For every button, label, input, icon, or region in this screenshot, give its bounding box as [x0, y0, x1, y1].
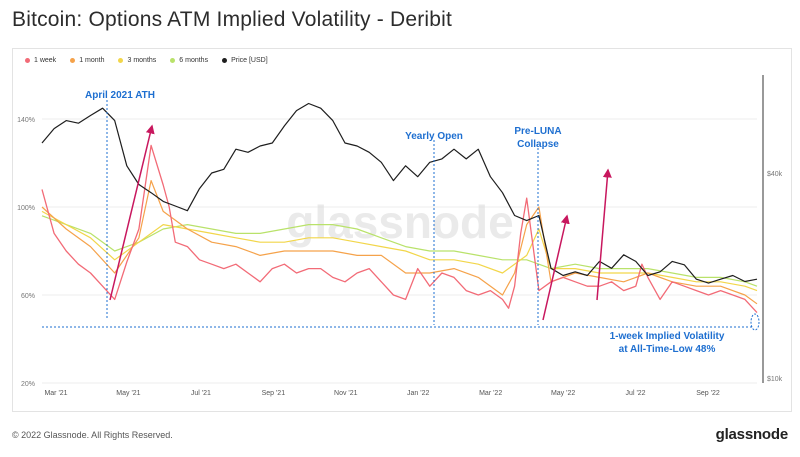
legend-dot-3-months: [118, 58, 124, 63]
volatility-spike-arrow-0: [109, 124, 155, 301]
atl-circle-marker: [750, 313, 760, 331]
y-tick-label-140: 140%: [17, 117, 35, 124]
legend-label-1-week: 1 week: [34, 57, 57, 64]
y-tick-label-60: 60%: [21, 293, 35, 300]
annotation-yo: Yearly Open: [405, 131, 463, 142]
x-tick-label-7: May '22: [551, 390, 575, 397]
y-tick-label-20: 20%: [21, 381, 35, 388]
annotation-ath: April 2021 ATH: [85, 90, 155, 101]
x-tick-label-2: Jul '21: [191, 390, 211, 397]
x-tick-label-6: Mar '22: [479, 390, 502, 397]
series-line-3-months: [41, 210, 758, 292]
legend-label-6-months: 6 months: [179, 57, 209, 64]
legend-item-1-month[interactable]: 1 month: [70, 57, 104, 64]
y-tick-label-100: 100%: [17, 205, 35, 212]
series-layer: [41, 102, 758, 314]
legend-dot-price: [222, 58, 228, 63]
volatility-spike-arrow-2: [596, 168, 612, 301]
x-tick-label-4: Nov '21: [334, 390, 358, 397]
footer-logo: glassnode: [715, 426, 789, 443]
legend-item-6-months[interactable]: 6 months: [170, 57, 208, 64]
legend-item-3-months[interactable]: 3 months: [118, 57, 156, 64]
annotation-atl1: 1-week Implied Volatility: [610, 331, 725, 342]
series-line-1-week: [41, 144, 758, 314]
series-line-6-months: [41, 215, 758, 287]
x-tick-label-8: Jul '22: [626, 390, 646, 397]
chart-legend: 1 week 1 month 3 months 6 months Price […: [25, 57, 268, 64]
y-right-tick-label-0: $10k: [767, 376, 783, 383]
series-line-1-month: [41, 180, 758, 305]
y-right-tick-label-1: $40k: [767, 171, 783, 178]
series-line-price: [41, 102, 758, 284]
tick-layer: 20% 60% 100% 140% $10k $40k Mar '21 May '21 Jul …: [17, 75, 783, 397]
volatility-spike-arrow-1: [542, 214, 570, 321]
x-tick-label-3: Sep '21: [262, 390, 286, 397]
x-tick-label-1: May '21: [116, 390, 140, 397]
legend-label-1-month: 1 month: [79, 57, 105, 64]
x-tick-label-0: Mar '21: [44, 390, 67, 397]
annotation-layer: April 2021 ATH Yearly Open Pre-LUNA Collaps…: [42, 90, 760, 355]
footer-copyright: © 2022 Glassnode. All Rights Reserved.: [12, 430, 173, 440]
legend-dot-6-months: [170, 58, 176, 63]
legend-label-price: Price [USD]: [231, 57, 268, 64]
annotation-luna1: Pre-LUNA: [514, 126, 561, 137]
annotation-atl2: at All-Time-Low 48%: [619, 344, 716, 355]
x-tick-label-5: Jan '22: [407, 390, 429, 397]
legend-dot-1-month: [70, 58, 76, 63]
legend-item-1-week[interactable]: 1 week: [25, 57, 56, 64]
legend-item-price[interactable]: Price [USD]: [222, 57, 268, 64]
legend-dot-1-week: [25, 58, 30, 63]
chart-frame: [12, 48, 792, 412]
x-tick-label-9: Sep '22: [696, 390, 720, 397]
legend-label-3-months: 3 months: [127, 57, 157, 64]
annotation-luna2: Collapse: [517, 139, 559, 150]
page-title: Bitcoin: Options ATM Implied Volatility …: [12, 8, 453, 31]
watermark: glassnode: [286, 196, 514, 248]
